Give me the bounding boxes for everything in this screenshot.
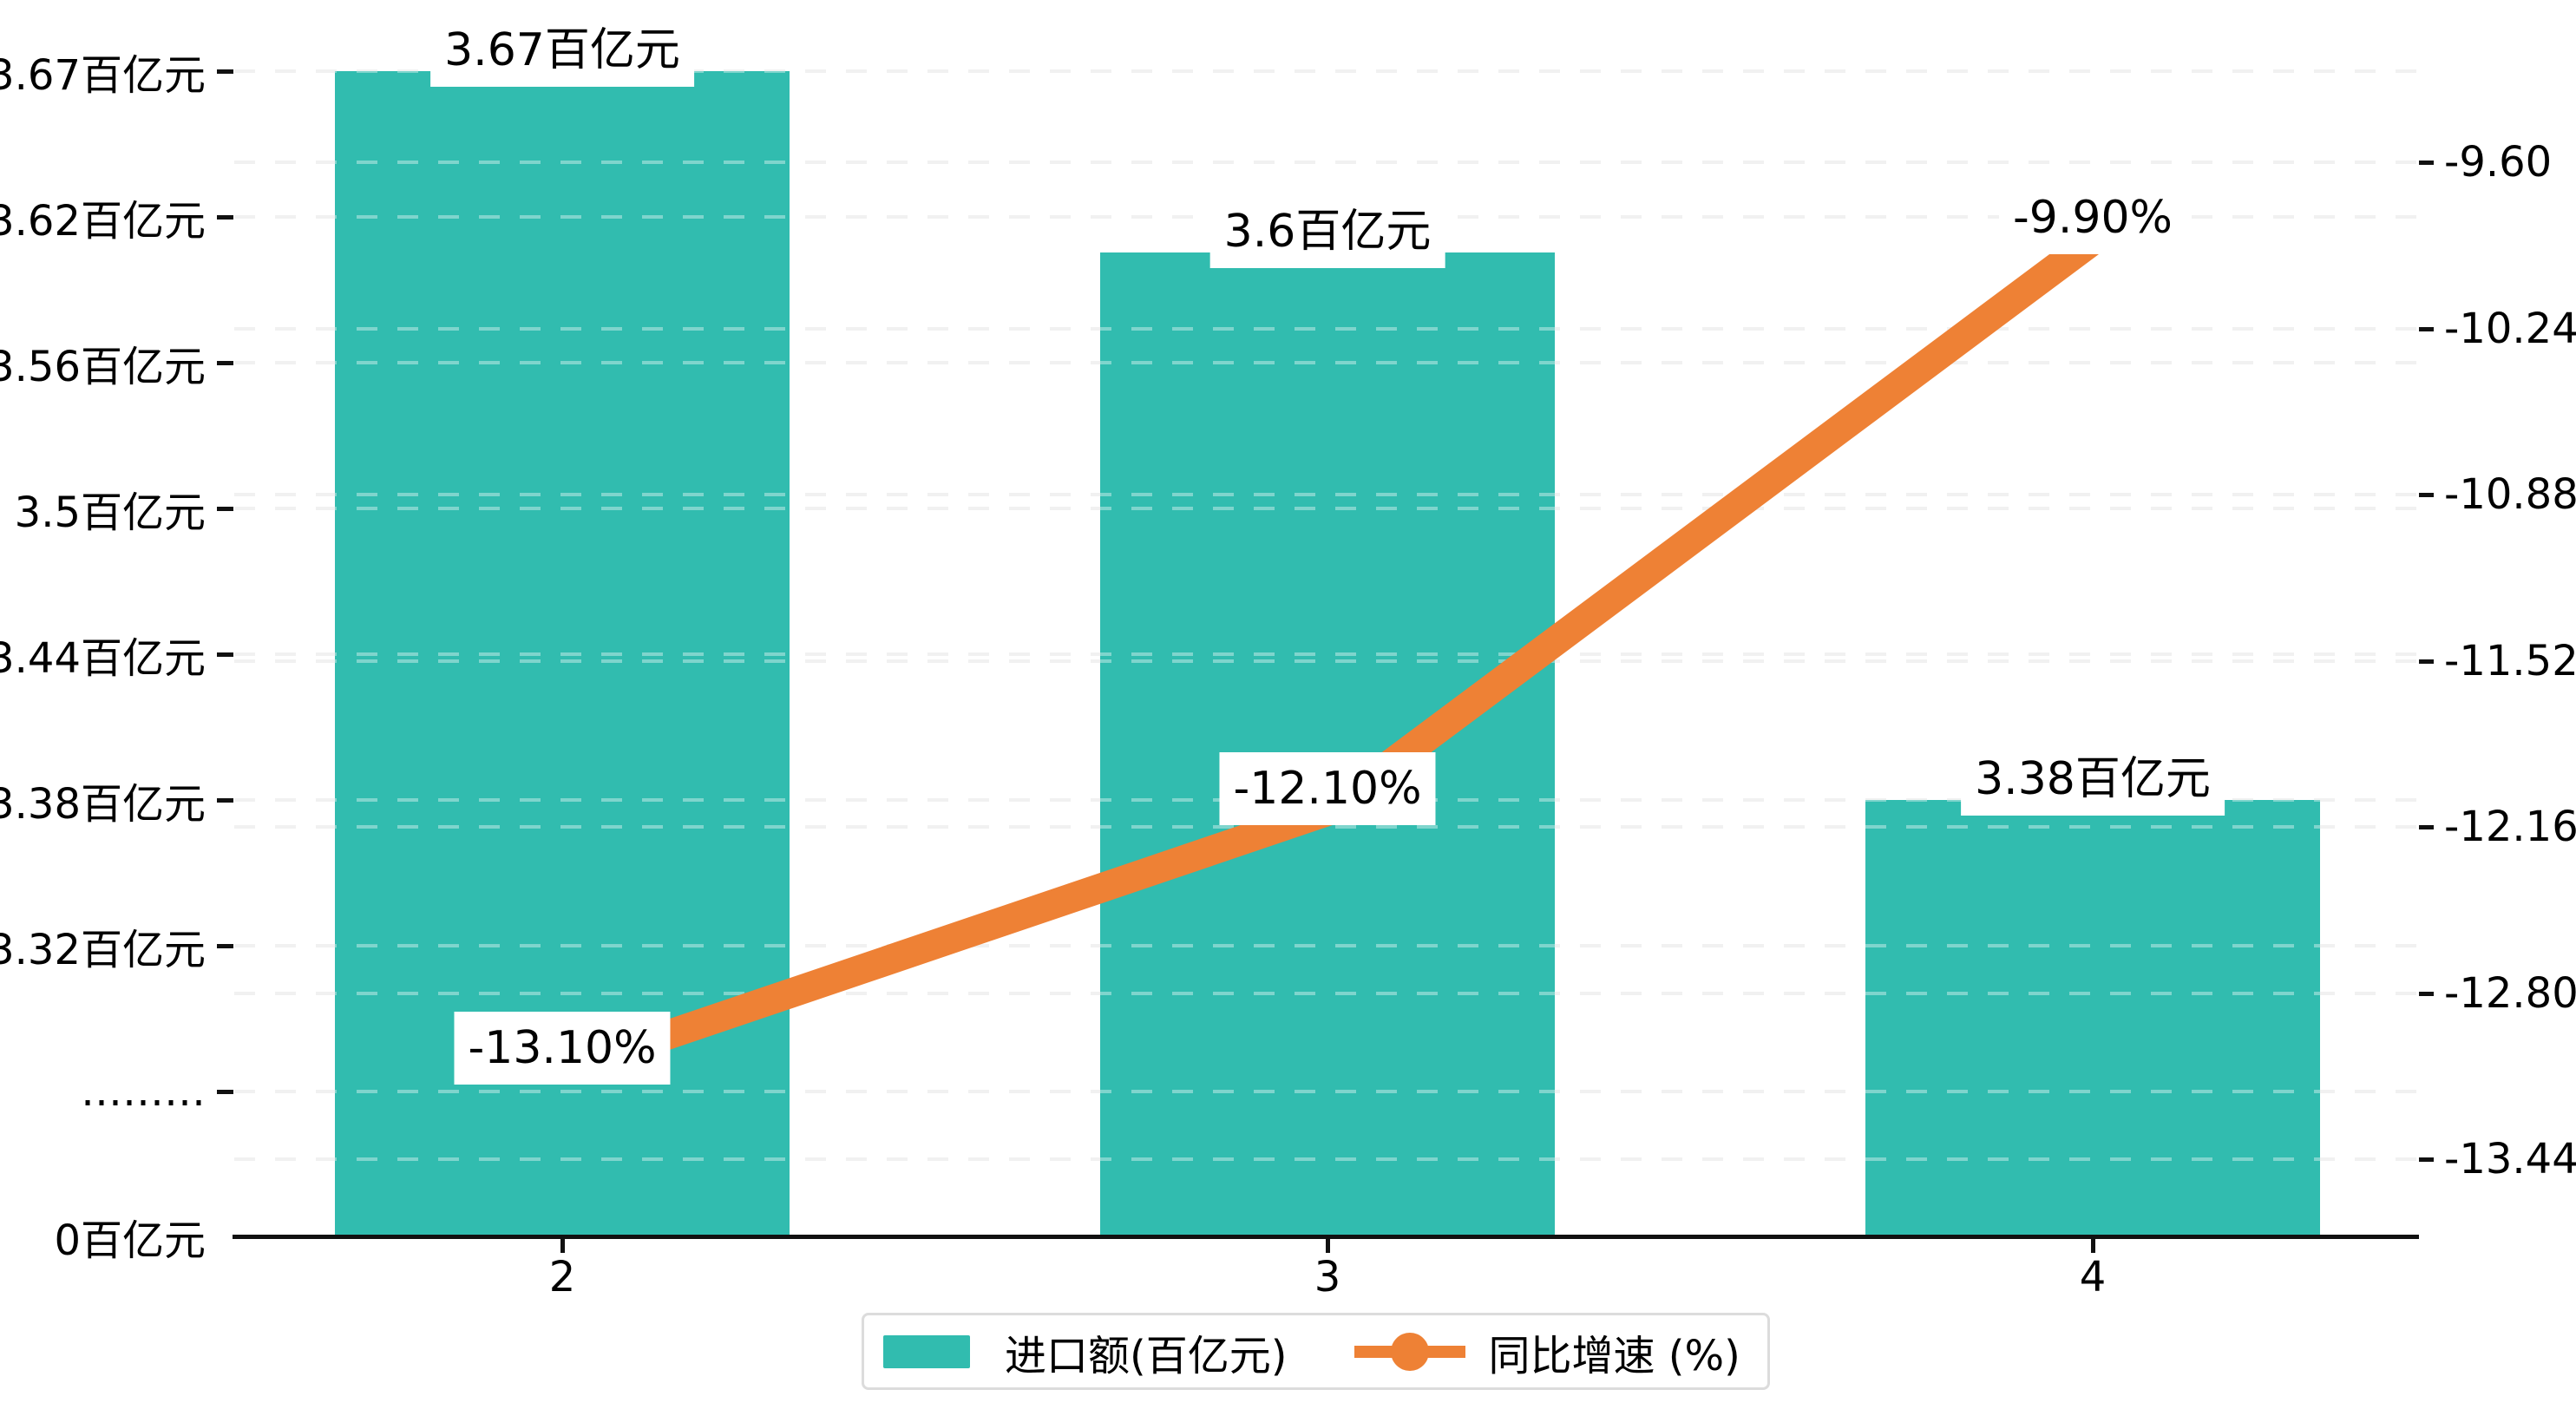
y-axis-left-tick-mark bbox=[217, 652, 233, 657]
y-axis-right-tick-label: -10.88 bbox=[2444, 470, 2576, 519]
gridline bbox=[234, 161, 2419, 164]
y-axis-left-tick-mark bbox=[217, 1090, 233, 1094]
y-axis-right-tick-mark bbox=[2419, 161, 2434, 165]
y-axis-right-tick-mark bbox=[2419, 326, 2434, 331]
y-axis-left-tick-label: 3.32百亿元 bbox=[0, 926, 206, 974]
y-axis-left-tick-mark bbox=[217, 215, 233, 220]
growth-value-label: -9.90% bbox=[1999, 181, 2186, 254]
gridline-highlight bbox=[234, 493, 2419, 496]
y-axis-left-tick-label: 3.44百亿元 bbox=[0, 634, 206, 683]
gridline bbox=[234, 69, 2419, 73]
x-axis-label: 4 bbox=[2079, 1253, 2107, 1301]
legend-item-yoy-growth[interactable]: 同比增速 (%) bbox=[1287, 1321, 1740, 1382]
y-axis-right-tick-mark bbox=[2419, 825, 2434, 829]
x-axis-tick-mark bbox=[1326, 1239, 1330, 1253]
y-axis-right-tick-mark bbox=[2419, 493, 2434, 497]
y-axis-right-tick-label: -10.24 bbox=[2444, 304, 2576, 353]
x-axis-tick-mark bbox=[560, 1239, 565, 1253]
gridline-highlight bbox=[234, 659, 2419, 663]
y-axis-left-tick-label: 3.38百亿元 bbox=[0, 780, 206, 829]
y-axis-right-tick-label: -12.80 bbox=[2444, 968, 2576, 1018]
gridline-highlight bbox=[234, 991, 2419, 995]
y-axis-left-tick-mark bbox=[217, 69, 233, 74]
growth-value-label: -13.10% bbox=[454, 1012, 671, 1085]
y-axis-left-tick-label: 3.67百亿元 bbox=[0, 51, 206, 100]
bar-4[interactable] bbox=[1865, 800, 2320, 1236]
gridline-highlight bbox=[234, 944, 2419, 947]
bar-series-swatch-icon bbox=[883, 1334, 970, 1368]
y-axis-left-tick-label: 0百亿元 bbox=[54, 1216, 206, 1265]
x-axis-label: 2 bbox=[548, 1253, 576, 1301]
gridline-highlight bbox=[234, 507, 2419, 510]
bar-value-label: 3.6百亿元 bbox=[1209, 195, 1445, 268]
y-axis-left-tick-label: ……… bbox=[81, 1067, 206, 1116]
gridline-highlight bbox=[234, 69, 2419, 73]
gridline-highlight bbox=[234, 652, 2419, 656]
y-axis-right-tick-label: -11.52 bbox=[2444, 636, 2576, 685]
y-axis-right-tick-label: -13.44 bbox=[2444, 1135, 2576, 1183]
legend-item-import-amount[interactable]: 进口额(百亿元) bbox=[864, 1321, 1287, 1382]
y-axis-right-tick-mark bbox=[2419, 659, 2434, 664]
growth-value-label: -12.10% bbox=[1219, 752, 1436, 825]
y-axis-right-tick-label: -9.60 bbox=[2444, 138, 2553, 187]
y-axis-left-tick-label: 3.62百亿元 bbox=[0, 197, 206, 246]
x-axis-label: 3 bbox=[1314, 1253, 1341, 1301]
legend-label-yoy-growth: 同比增速 (%) bbox=[1488, 1331, 1740, 1380]
bar-3[interactable] bbox=[1100, 252, 1555, 1236]
x-axis-line bbox=[233, 1235, 2419, 1239]
y-axis-left-tick-mark bbox=[217, 361, 233, 365]
y-axis-left-tick-label: 3.5百亿元 bbox=[14, 488, 206, 537]
gridline-highlight bbox=[234, 161, 2419, 164]
y-axis-right-tick-label: -12.16 bbox=[2444, 803, 2576, 851]
gridline-highlight bbox=[234, 361, 2419, 364]
legend: 进口额(百亿元) 同比增速 (%) bbox=[862, 1313, 1770, 1390]
bar-value-label: 3.67百亿元 bbox=[430, 14, 694, 87]
y-axis-left-tick-mark bbox=[217, 507, 233, 511]
y-axis-left-tick-label: 3.56百亿元 bbox=[0, 343, 206, 391]
bar-value-label: 3.38百亿元 bbox=[1961, 743, 2225, 816]
line-series-marker-icon bbox=[1354, 1332, 1466, 1372]
y-axis-left-tick-mark bbox=[217, 944, 233, 948]
y-axis-left-tick-mark bbox=[217, 798, 233, 803]
x-axis-tick-mark bbox=[2091, 1239, 2095, 1253]
y-axis-right-tick-mark bbox=[2419, 991, 2434, 996]
legend-label-import-amount: 进口额(百亿元) bbox=[1005, 1331, 1288, 1380]
y-axis-right-tick-mark bbox=[2419, 1157, 2434, 1162]
gridline-highlight bbox=[234, 1090, 2419, 1093]
gridline-highlight bbox=[234, 326, 2419, 331]
gridline-highlight bbox=[234, 1157, 2419, 1161]
